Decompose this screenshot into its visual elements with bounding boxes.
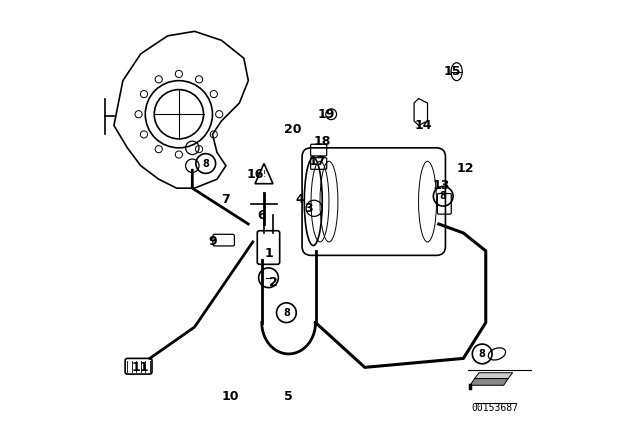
Text: 3: 3 bbox=[305, 202, 313, 215]
Text: 7: 7 bbox=[221, 193, 230, 206]
Text: 6: 6 bbox=[257, 208, 266, 222]
Text: 8: 8 bbox=[202, 159, 209, 168]
Text: 8: 8 bbox=[440, 191, 447, 201]
Text: 18: 18 bbox=[314, 134, 331, 148]
Text: 12: 12 bbox=[457, 161, 474, 175]
Text: 16: 16 bbox=[246, 168, 264, 181]
Text: 1: 1 bbox=[264, 246, 273, 260]
Text: 8: 8 bbox=[479, 349, 486, 359]
Text: 4: 4 bbox=[296, 193, 304, 206]
Text: 8: 8 bbox=[283, 308, 290, 318]
Polygon shape bbox=[470, 379, 508, 385]
Text: 13: 13 bbox=[432, 179, 450, 193]
Polygon shape bbox=[475, 373, 513, 379]
Text: 19: 19 bbox=[318, 108, 335, 121]
Text: 11: 11 bbox=[132, 361, 150, 374]
Text: 20: 20 bbox=[284, 123, 302, 137]
Text: !: ! bbox=[262, 170, 266, 179]
Text: 17: 17 bbox=[309, 155, 326, 168]
Text: 5: 5 bbox=[284, 390, 293, 403]
Text: 14: 14 bbox=[414, 119, 432, 132]
Text: 9: 9 bbox=[208, 235, 217, 249]
Text: 2: 2 bbox=[269, 276, 277, 289]
Text: 15: 15 bbox=[444, 65, 461, 78]
Text: 00153687: 00153687 bbox=[471, 403, 518, 413]
Text: 10: 10 bbox=[221, 390, 239, 403]
